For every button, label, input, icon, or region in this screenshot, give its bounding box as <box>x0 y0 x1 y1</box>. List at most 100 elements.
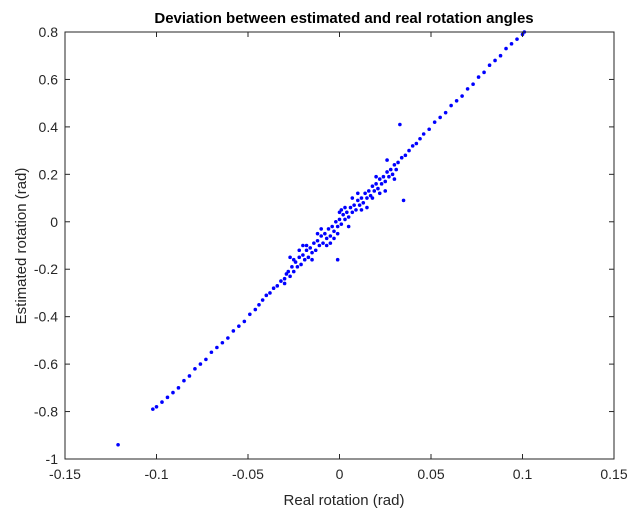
data-point <box>515 37 519 41</box>
data-point <box>315 238 320 243</box>
data-point <box>313 248 318 253</box>
y-tick-label: 0.2 <box>39 166 59 182</box>
data-point <box>253 307 258 312</box>
data-point <box>381 174 386 179</box>
data-point <box>343 217 347 222</box>
data-point <box>187 374 192 378</box>
data-point <box>171 390 175 395</box>
data-point <box>312 241 316 245</box>
data-point <box>432 120 437 124</box>
data-point <box>282 281 287 286</box>
data-point <box>476 75 481 79</box>
data-point <box>220 340 225 345</box>
data-point <box>348 205 353 210</box>
data-point <box>377 177 382 181</box>
data-point <box>388 167 393 172</box>
data-point <box>498 53 503 58</box>
data-point <box>421 132 426 136</box>
data-point <box>343 205 347 210</box>
data-point <box>242 319 247 324</box>
data-point <box>346 224 351 229</box>
data-point <box>365 196 369 200</box>
data-point <box>493 58 497 63</box>
x-tick-label: 0.05 <box>417 466 444 482</box>
data-point <box>370 184 375 188</box>
data-point <box>403 153 408 158</box>
data-point <box>339 222 344 226</box>
y-axis-ticks: -1 -0.8 -0.6 -0.4 -0.2 0 0.2 0.4 0.6 0.8 <box>34 24 614 467</box>
data-point <box>328 241 333 245</box>
chart-title: Deviation between estimated and real rot… <box>154 10 533 27</box>
data-points-group <box>116 30 527 447</box>
data-point <box>317 243 322 248</box>
data-point <box>449 103 453 108</box>
data-point <box>401 198 406 203</box>
data-point <box>304 243 309 248</box>
data-point <box>291 257 296 262</box>
y-tick-label: 0.4 <box>39 119 59 135</box>
data-point <box>390 172 395 177</box>
data-point <box>198 362 203 366</box>
data-point <box>392 177 397 181</box>
y-tick-label: 0.8 <box>39 24 59 40</box>
data-point <box>326 227 331 231</box>
data-point <box>209 350 214 355</box>
data-point <box>372 189 377 193</box>
data-point <box>396 160 400 165</box>
data-point <box>394 167 399 172</box>
data-point <box>332 236 336 241</box>
data-point <box>288 255 292 260</box>
data-point <box>297 248 302 253</box>
data-point <box>365 205 369 210</box>
data-point <box>387 174 391 179</box>
data-point <box>504 46 508 51</box>
y-tick-label: 0 <box>50 214 58 230</box>
data-point <box>399 155 404 160</box>
y-tick-label: -0.4 <box>34 309 58 325</box>
data-point <box>324 236 329 241</box>
data-point <box>154 405 159 409</box>
x-axis-label: Real rotation (rad) <box>284 492 405 509</box>
data-point <box>359 196 364 200</box>
data-point <box>330 224 334 229</box>
data-point <box>306 255 311 260</box>
data-point <box>385 158 389 162</box>
data-point <box>321 241 325 245</box>
data-point <box>268 291 272 295</box>
data-point <box>471 82 475 86</box>
data-point <box>215 345 219 350</box>
data-point <box>392 163 397 167</box>
data-point <box>335 224 340 229</box>
data-point <box>295 265 300 269</box>
data-point <box>357 203 362 207</box>
data-point <box>332 229 336 234</box>
data-point <box>182 378 186 383</box>
data-point <box>282 276 287 281</box>
data-point <box>315 231 320 236</box>
data-point <box>398 122 402 127</box>
x-tick-label: 0.15 <box>600 466 627 482</box>
data-point <box>354 208 358 212</box>
data-point <box>379 182 384 186</box>
data-point <box>319 227 324 231</box>
data-point <box>407 148 411 153</box>
data-point <box>299 262 303 267</box>
data-point <box>264 293 269 298</box>
y-tick-label: -0.2 <box>34 261 58 277</box>
data-point <box>370 196 375 200</box>
data-point <box>237 324 241 328</box>
data-point <box>288 274 292 279</box>
data-point <box>345 210 349 215</box>
x-tick-label: -0.05 <box>232 466 264 482</box>
data-point <box>160 400 164 404</box>
y-tick-label: 0.6 <box>39 71 59 87</box>
data-point <box>361 201 366 205</box>
data-point <box>323 231 327 236</box>
data-point <box>465 87 470 91</box>
data-point <box>346 215 351 219</box>
data-point <box>328 234 333 238</box>
y-tick-label: -0.6 <box>34 356 58 372</box>
data-point <box>310 250 314 255</box>
